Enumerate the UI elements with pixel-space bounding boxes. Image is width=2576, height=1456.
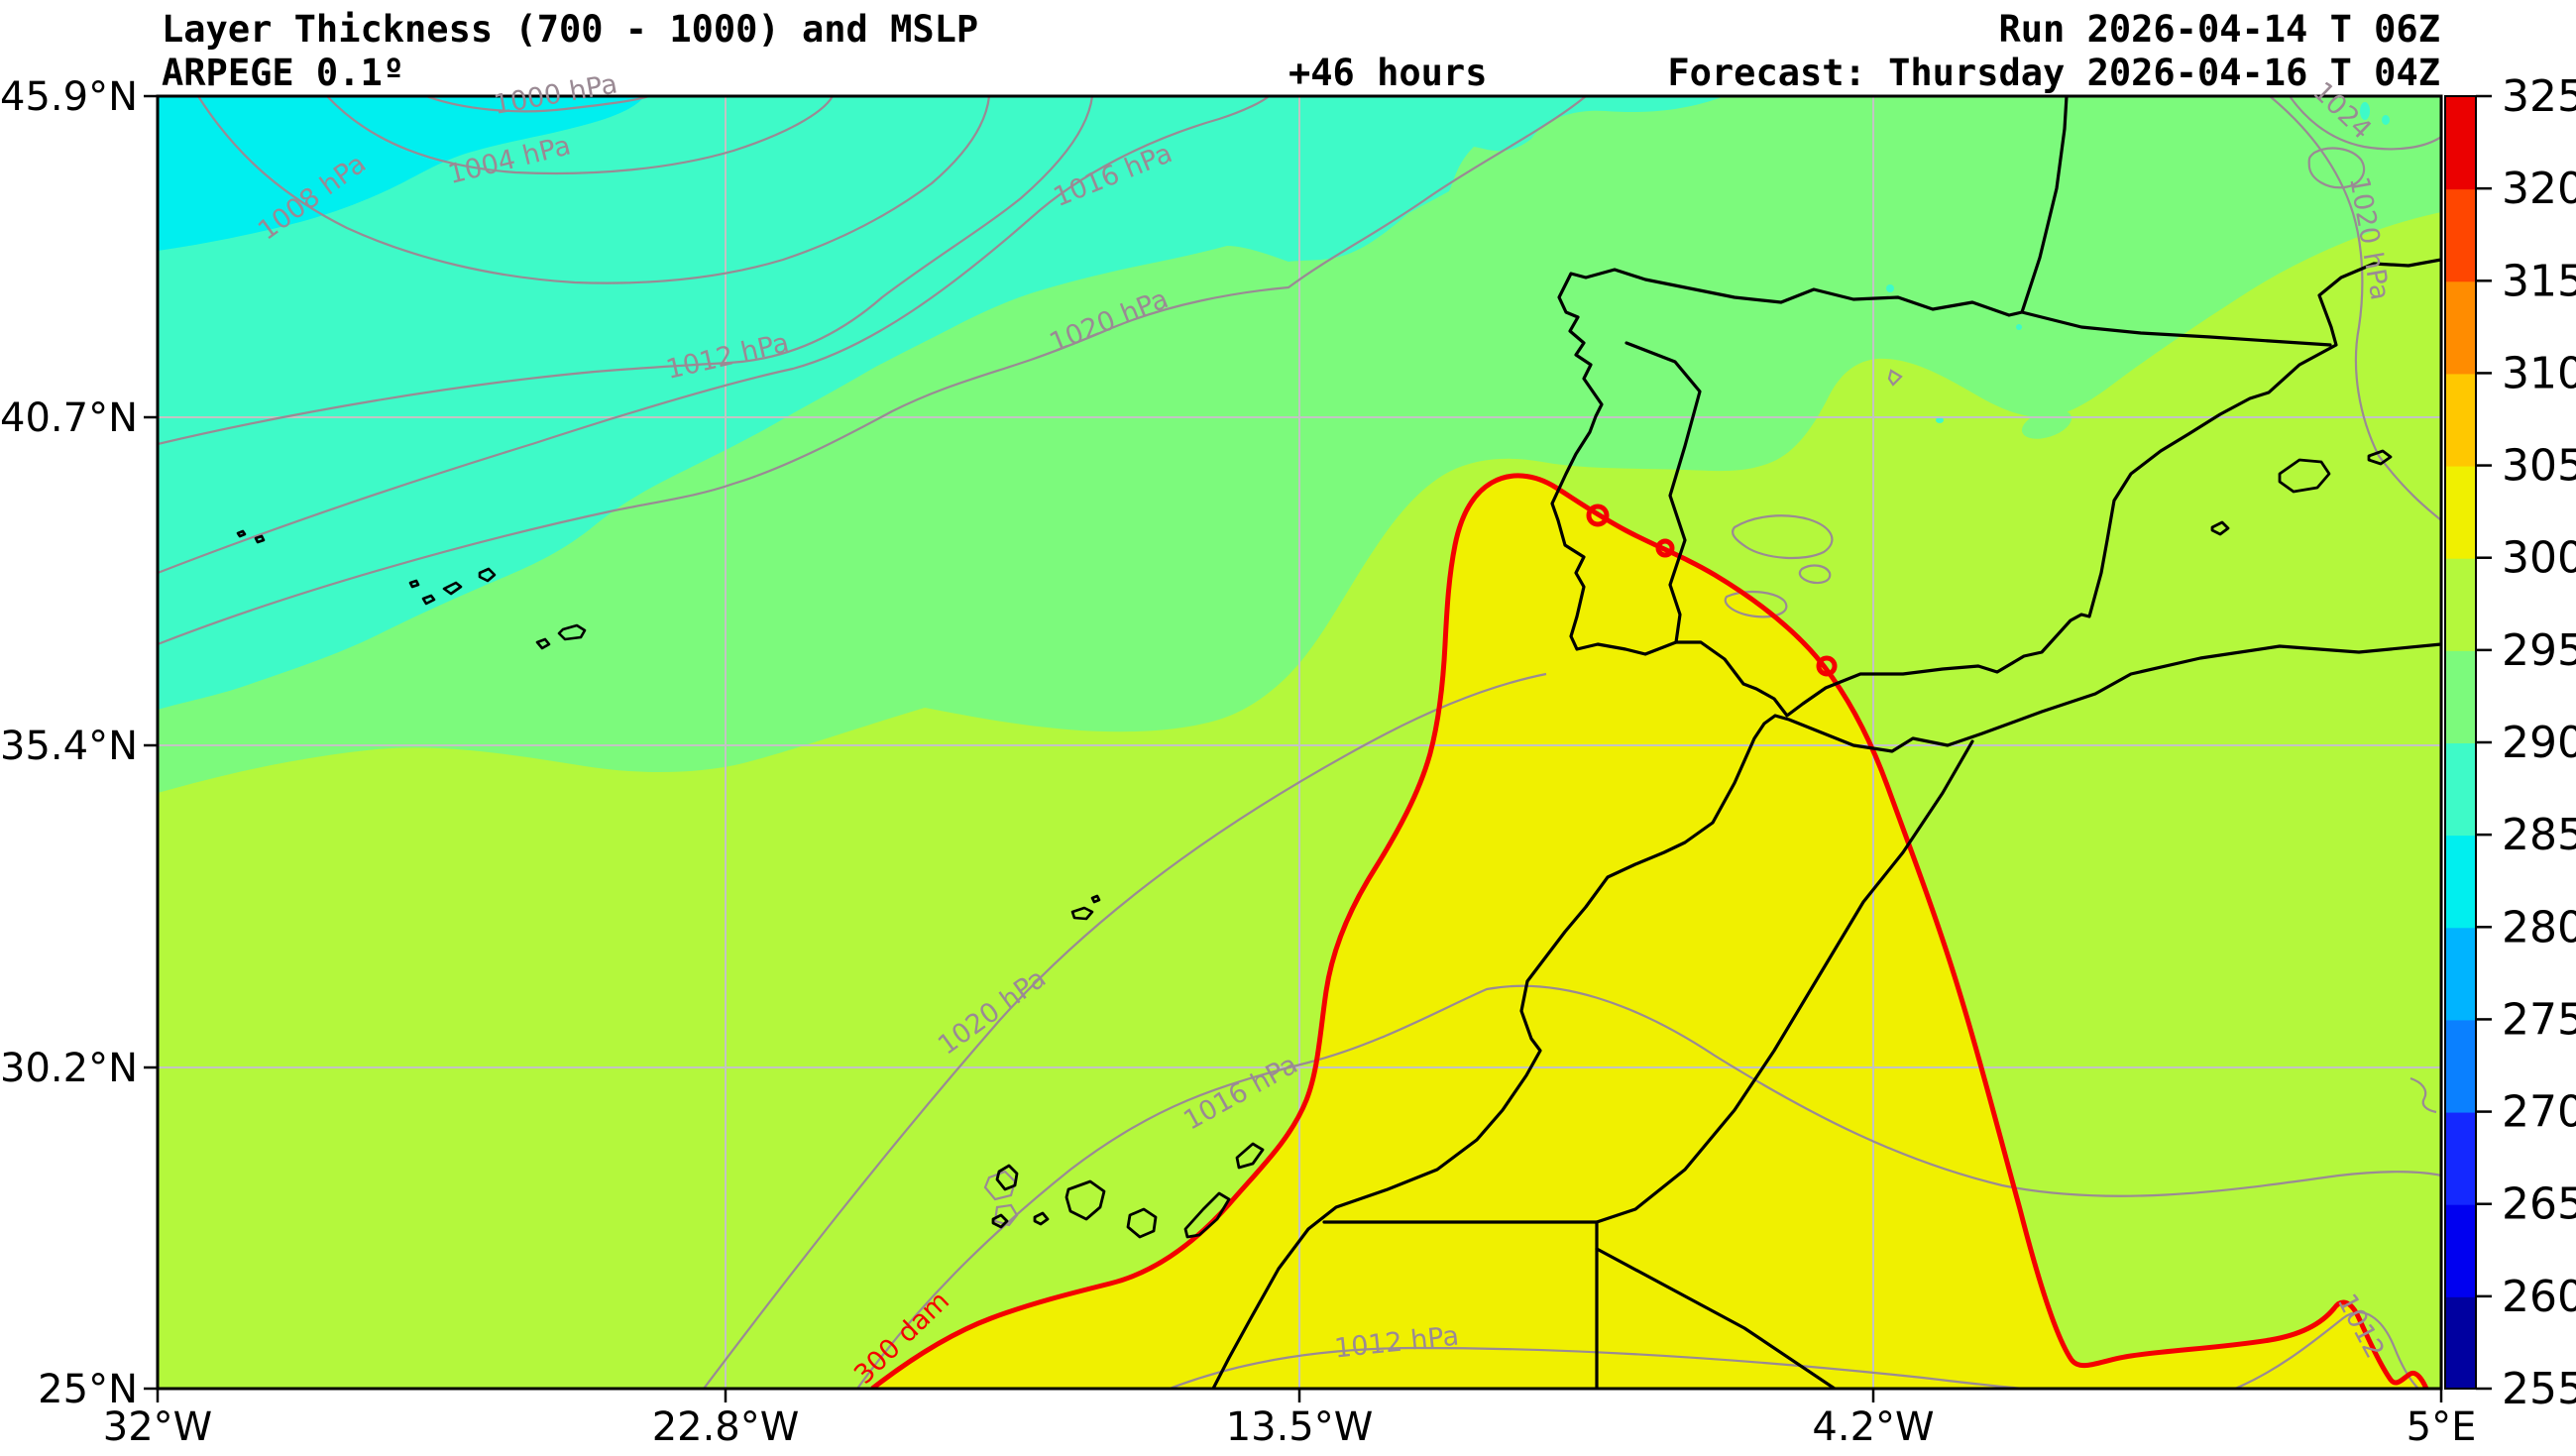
islands-balearic bbox=[2210, 449, 2393, 536]
colorbar-band-260-265 bbox=[2445, 1203, 2476, 1297]
isobar-1012 bbox=[158, 96, 1094, 446]
isobar-1024 bbox=[2289, 96, 2441, 151]
isobar-1008 bbox=[197, 96, 991, 284]
fill-300-305 bbox=[872, 475, 2426, 1389]
islands-madeira bbox=[1070, 894, 1101, 921]
fill-aqua-speck bbox=[1886, 284, 1894, 292]
colorbar-band-310-315 bbox=[2445, 280, 2476, 375]
x-tick-label: 13.5°W bbox=[1226, 1404, 1374, 1450]
colorbar-tick-label: 260 bbox=[2502, 1272, 2576, 1322]
x-tick-label: 22.8°W bbox=[652, 1404, 800, 1450]
forecast-timestamp: Forecast: Thursday 2026-04-16 T 04Z bbox=[1667, 52, 2440, 94]
isobar-1016-south bbox=[856, 984, 2441, 1389]
colorbar-tick-label: 325 bbox=[2502, 71, 2576, 122]
axis-ticks bbox=[144, 94, 2443, 1402]
border-portugal-spain bbox=[1624, 341, 1702, 644]
colorbar-tick-label: 255 bbox=[2502, 1364, 2576, 1414]
isobar-1020 bbox=[158, 96, 1587, 646]
colorbar-tick-label: 285 bbox=[2502, 810, 2576, 860]
colorbar-tick-label: 265 bbox=[2502, 1179, 2576, 1230]
colorbar-band-305-310 bbox=[2445, 373, 2476, 467]
border-morocco-algeria bbox=[1595, 739, 1974, 1224]
colorbar-tick-label: 295 bbox=[2502, 625, 2576, 676]
colorbar-band-300-305 bbox=[2445, 465, 2476, 559]
fill-aqua-speck bbox=[2382, 115, 2390, 125]
colorbar-band-315-320 bbox=[2445, 188, 2476, 282]
colorbar-tick-label: 305 bbox=[2502, 441, 2576, 492]
isobar-1012-south bbox=[1169, 1346, 2028, 1389]
run-timestamp: Run 2026-04-14 T 06Z bbox=[1998, 8, 2440, 51]
page-title: Layer Thickness (700 - 1000) and MSLP bbox=[162, 8, 979, 51]
coastline-africa bbox=[1211, 642, 2441, 1389]
colorbar-tick-label: 300 bbox=[2502, 533, 2576, 584]
isobar-1020-south bbox=[703, 672, 1547, 1389]
fill-280-285 bbox=[158, 96, 644, 251]
fill-285-290 bbox=[158, 96, 1725, 710]
colorbar bbox=[2444, 94, 2492, 1391]
colorbar-band-285-290 bbox=[2445, 742, 2476, 837]
border-spain-france bbox=[2020, 310, 2332, 347]
y-tick-label: 45.9°N bbox=[0, 74, 138, 120]
colorbar-band-265-270 bbox=[2445, 1111, 2476, 1205]
isobar-small-loop bbox=[1731, 514, 1834, 560]
x-tick-label: 4.2°W bbox=[1812, 1404, 1934, 1450]
isobar-1012-south-east bbox=[2234, 1311, 2419, 1389]
fill-green-patch bbox=[2059, 336, 2084, 374]
model-subtitle: ARPEGE 0.1º bbox=[162, 52, 405, 94]
isobar-small-loop bbox=[1887, 369, 1903, 387]
thickness-300dam-contour bbox=[870, 473, 2429, 1389]
isobar-small-loop bbox=[1724, 591, 1788, 618]
isobar-small-loop bbox=[983, 1170, 1017, 1201]
isobar-1004 bbox=[326, 96, 834, 175]
colorbar-tick-label: 320 bbox=[2502, 164, 2576, 214]
islands-canary bbox=[991, 1142, 1265, 1239]
fill-aqua-speck bbox=[2016, 324, 2022, 330]
x-tick-label: 5°E bbox=[2407, 1404, 2477, 1450]
colorbar-tick-label: 315 bbox=[2502, 256, 2576, 306]
border-sahara-diagonal bbox=[1595, 1247, 1837, 1389]
coastline-layer bbox=[236, 96, 2441, 1389]
colorbar-tick-label: 290 bbox=[2502, 718, 2576, 768]
colorbar-band-295-300 bbox=[2445, 557, 2476, 651]
colorbar-tick-label: 275 bbox=[2502, 994, 2576, 1045]
colorbar-band-290-295 bbox=[2445, 649, 2476, 743]
graticule bbox=[158, 96, 2441, 1389]
colorbar-band-280-285 bbox=[2445, 835, 2476, 929]
isobar-small-loop bbox=[2409, 1076, 2437, 1114]
coastline-iberia-france bbox=[1550, 96, 2441, 718]
isobar-1024-loop bbox=[2307, 147, 2366, 189]
colorbar-band-270-275 bbox=[2445, 1019, 2476, 1113]
y-tick-label: 25°N bbox=[38, 1367, 138, 1412]
islands-azores bbox=[236, 529, 587, 650]
lead-time-label: +46 hours bbox=[1288, 52, 1488, 94]
isobar-1020-east bbox=[2269, 96, 2441, 521]
isobar-layer bbox=[158, 96, 2441, 1389]
colorbar-band-320-325 bbox=[2445, 96, 2476, 190]
isobar-1000 bbox=[425, 96, 650, 113]
fill-aqua-speck bbox=[1936, 417, 1944, 423]
colorbar-band-255-260 bbox=[2445, 1295, 2476, 1390]
fill-aqua-speck bbox=[2360, 102, 2370, 120]
y-tick-label: 30.2°N bbox=[0, 1046, 138, 1091]
colorbar-band-275-280 bbox=[2445, 927, 2476, 1021]
y-tick-label: 35.4°N bbox=[0, 724, 138, 769]
y-tick-label: 40.7°N bbox=[0, 395, 138, 441]
isobar-1016 bbox=[158, 96, 1270, 575]
border-western-sahara bbox=[1322, 1220, 1599, 1389]
colorbar-tick-label: 270 bbox=[2502, 1087, 2576, 1138]
isobar-small-loop bbox=[1798, 564, 1832, 585]
x-tick-label: 32°W bbox=[103, 1404, 212, 1450]
colorbar-tick-label: 280 bbox=[2502, 902, 2576, 952]
colorbar-tick-label: 310 bbox=[2502, 348, 2576, 398]
